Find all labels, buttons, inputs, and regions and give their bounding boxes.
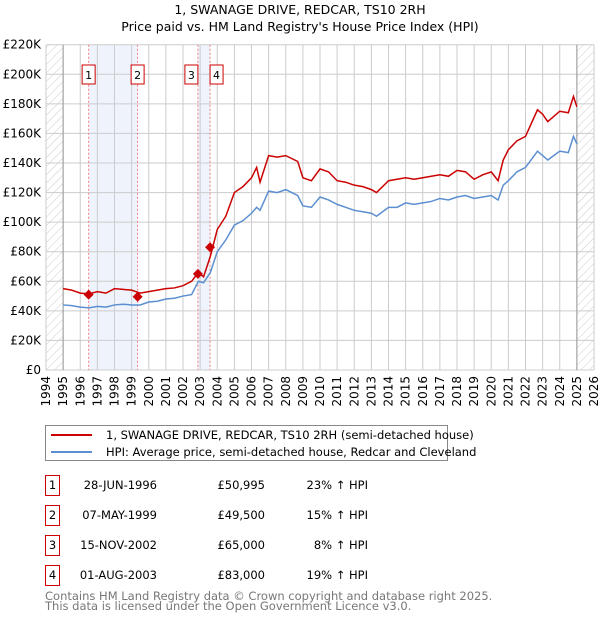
x-tick-label: 2015 — [399, 376, 413, 407]
sale-number-box — [130, 64, 145, 85]
x-tick-label: 2006 — [245, 376, 259, 407]
x-tick-label: 2026 — [587, 376, 600, 407]
sale-number-box — [81, 64, 96, 85]
sale-number-box — [209, 64, 224, 85]
y-tick-label: £0 — [26, 363, 41, 377]
x-tick-label: 2005 — [227, 376, 241, 407]
x-tick-label: 2019 — [467, 376, 481, 407]
x-tick-label: 2022 — [519, 376, 533, 407]
x-tick-label: 1995 — [56, 376, 70, 407]
y-tick-label: £180K — [3, 97, 43, 111]
transaction-price: £83,000 — [217, 568, 265, 582]
transaction-price: £65,000 — [217, 538, 265, 552]
chart-subtitle: Price paid vs. HM Land Registry's House … — [121, 19, 478, 34]
y-tick-label: £80K — [10, 245, 42, 259]
transaction-row: 4 01-AUG-2003 £83,000 19% ↑ HPI — [0, 565, 600, 587]
shaded-range — [197, 44, 211, 370]
x-tick-label: 2000 — [142, 376, 156, 407]
x-tick-label: 2014 — [382, 376, 396, 407]
x-tick-label: 2025 — [570, 376, 584, 407]
x-tick-label: 1997 — [90, 376, 104, 407]
transaction-number-badge: 4 — [45, 565, 60, 586]
legend-label: HPI: Average price, semi-detached house,… — [106, 445, 477, 459]
sale-point — [132, 291, 143, 302]
transaction-row: 3 15-NOV-2002 £65,000 8% ↑ HPI — [0, 535, 600, 557]
chart-title: 1, SWANAGE DRIVE, REDCAR, TS10 2RH — [174, 2, 425, 17]
x-tick-label: 2008 — [279, 376, 293, 407]
transaction-hpi-diff: 23% ↑ HPI — [306, 478, 368, 492]
transaction-date: 01-AUG-2003 — [79, 568, 157, 582]
sale-number-box — [184, 64, 199, 85]
x-tick-label: 2010 — [313, 376, 327, 407]
y-tick-label: £200K — [3, 67, 43, 81]
property-series-line — [62, 94, 578, 295]
x-tick-label: 1994 — [39, 376, 53, 407]
y-tick-label: £100K — [3, 215, 43, 229]
transaction-date: 28-JUN-1996 — [83, 478, 157, 492]
sale-number-label: 3 — [188, 69, 195, 82]
x-tick-label: 2002 — [176, 376, 190, 407]
hpi-series-line — [63, 134, 578, 309]
legend: 1, SWANAGE DRIVE, REDCAR, TS10 2RH (semi… — [45, 425, 476, 461]
footer-copyright: Contains HM Land Registry data © Crown c… — [45, 589, 493, 603]
x-tick-label: 2013 — [364, 376, 378, 407]
sale-point — [83, 289, 94, 300]
y-tick-label: £40K — [10, 304, 42, 318]
transaction-number-badge: 2 — [45, 505, 60, 526]
footer-licence: This data is licensed under the Open Gov… — [45, 599, 412, 613]
transaction-hpi-diff: 15% ↑ HPI — [306, 508, 368, 522]
x-tick-label: 2003 — [193, 376, 207, 407]
sale-point — [192, 268, 203, 279]
x-tick-label: 1998 — [108, 376, 122, 407]
transaction-number-badge: 3 — [45, 535, 60, 556]
legend-swatch-blue — [51, 451, 92, 453]
shaded-range — [88, 44, 138, 370]
x-tick-label: 2004 — [210, 376, 224, 407]
x-tick-label: 1999 — [125, 376, 139, 407]
transaction-hpi-diff: 19% ↑ HPI — [306, 568, 368, 582]
x-tick-label: 2023 — [536, 376, 550, 407]
sale-point — [205, 242, 216, 253]
x-tick-label: 2009 — [296, 376, 310, 407]
x-tick-label: 2016 — [416, 376, 430, 407]
x-tick-label: 2024 — [553, 376, 567, 407]
x-tick-label: 1996 — [73, 376, 87, 407]
transaction-price: £49,500 — [217, 508, 265, 522]
sale-number-label: 2 — [134, 69, 141, 82]
hatched-no-data-right — [576, 44, 594, 370]
x-tick-label: 2018 — [450, 376, 464, 407]
transaction-hpi-diff: 8% ↑ HPI — [313, 538, 368, 552]
y-tick-label: £20K — [10, 333, 42, 347]
chart: 1, SWANAGE DRIVE, REDCAR, TS10 2RH Price… — [3, 2, 600, 407]
transaction-date: 07-MAY-1999 — [82, 508, 157, 522]
y-tick-label: £60K — [10, 274, 42, 288]
sale-number-label: 4 — [213, 69, 220, 82]
x-tick-label: 2011 — [330, 376, 344, 407]
legend-label: 1, SWANAGE DRIVE, REDCAR, TS10 2RH (semi… — [106, 428, 474, 442]
transaction-date: 15-NOV-2002 — [80, 538, 157, 552]
x-tick-label: 2001 — [159, 376, 173, 407]
x-tick-label: 2012 — [347, 376, 361, 407]
y-tick-label: £140K — [3, 156, 43, 170]
y-tick-label: £220K — [3, 38, 43, 52]
transaction-row: 2 07-MAY-1999 £49,500 15% ↑ HPI — [0, 505, 600, 527]
legend-swatch-red — [51, 434, 92, 436]
transaction-row: 1 28-JUN-1996 £50,995 23% ↑ HPI — [0, 475, 600, 497]
x-tick-label: 2017 — [433, 376, 447, 407]
transaction-number-badge: 1 — [45, 475, 60, 496]
x-tick-label: 2007 — [262, 376, 276, 407]
sale-number-label: 1 — [85, 69, 92, 82]
transaction-price: £50,995 — [217, 478, 265, 492]
y-tick-label: £160K — [3, 126, 43, 140]
hatched-no-data-left — [46, 44, 64, 370]
y-tick-label: £120K — [3, 186, 43, 200]
x-tick-label: 2021 — [501, 376, 515, 407]
x-tick-label: 2020 — [484, 376, 498, 407]
